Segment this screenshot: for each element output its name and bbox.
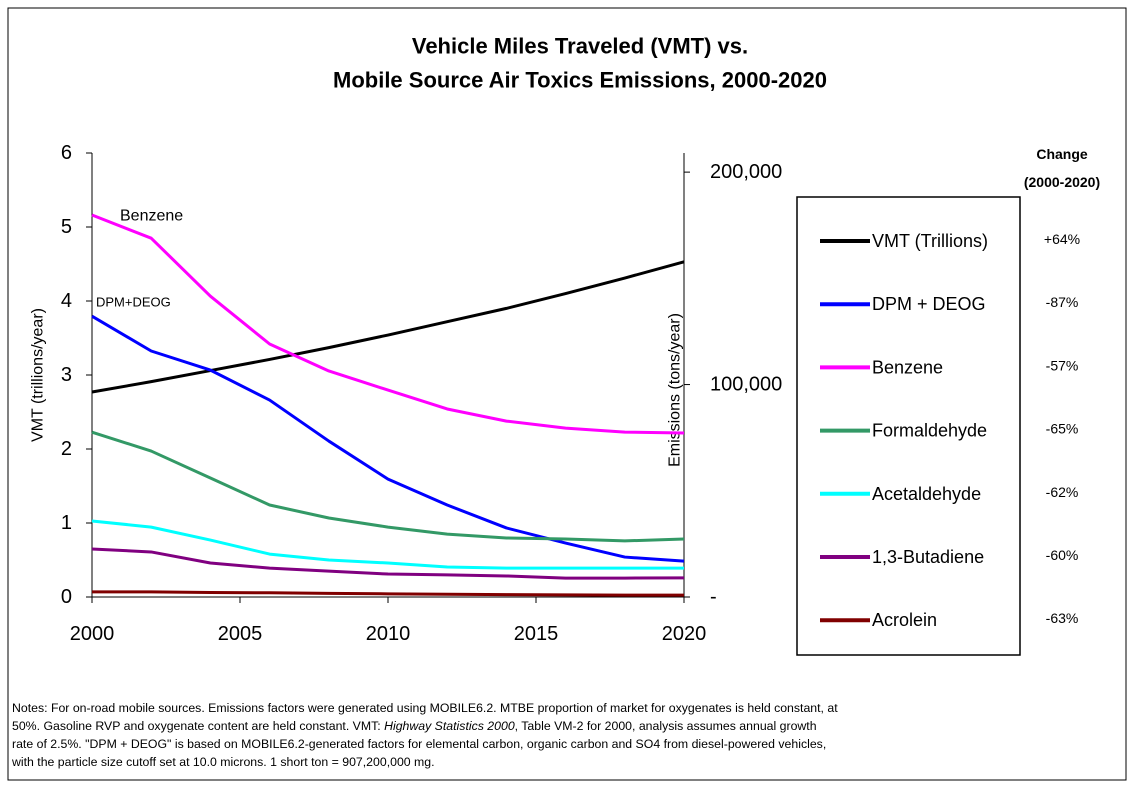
note-text: with the particle size cutoff set at 10.… <box>11 755 435 769</box>
y-tick-label: 3 <box>61 364 72 386</box>
note-text: Notes: For on-road mobile sources. Emiss… <box>12 701 838 715</box>
note-line: Notes: For on-road mobile sources. Emiss… <box>12 701 838 715</box>
chart-title: Mobile Source Air Toxics Emissions, 2000… <box>333 68 827 93</box>
x-tick-label: 2020 <box>662 623 707 645</box>
y-tick-label: 5 <box>61 216 72 238</box>
legend-label: Acetaldehyde <box>872 484 981 504</box>
change-label: -62% <box>1046 484 1079 500</box>
y-tick-label: 4 <box>61 290 72 312</box>
note-text: Highway Statistics 2000 <box>384 719 515 733</box>
y2-tick-label: 100,000 <box>710 374 782 396</box>
note-line: 50%. Gasoline RVP and oxygenate content … <box>12 719 817 733</box>
change-label: +64% <box>1044 231 1080 247</box>
legend-label: DPM + DEOG <box>872 294 986 314</box>
legend-label: 1,3-Butadiene <box>872 547 984 567</box>
legend-label: Acrolein <box>872 610 937 630</box>
change-label: -63% <box>1046 610 1079 626</box>
change-header: Change <box>1036 146 1088 162</box>
change-label: -87% <box>1046 294 1079 310</box>
note-line: rate of 2.5%. "DPM + DEOG" is based on M… <box>12 737 826 751</box>
y-tick-label: 2 <box>61 438 72 460</box>
series-line <box>92 590 684 597</box>
annotation: DPM+DEOG <box>96 295 171 310</box>
y-axis-label: VMT (trillions/year) <box>30 308 47 442</box>
series-line <box>91 547 685 580</box>
x-tick-label: 2015 <box>514 623 559 645</box>
note-text: , Table VM-2 for 2000, analysis assumes … <box>515 719 817 733</box>
legend-label: Formaldehyde <box>872 421 987 441</box>
y-tick-label: 1 <box>61 512 72 534</box>
y2-axis-label: Emissions (tons/year) <box>667 313 684 467</box>
series-line <box>91 213 685 435</box>
change-label: -60% <box>1046 547 1079 563</box>
y-tick-label: 6 <box>61 142 72 164</box>
series-line <box>91 260 685 394</box>
note-line: with the particle size cutoff set at 10.… <box>11 755 435 769</box>
x-tick-label: 2000 <box>70 623 115 645</box>
change-label: -57% <box>1046 357 1079 373</box>
legend-box <box>796 196 1021 656</box>
series-line <box>91 314 685 563</box>
legend-label: VMT (Trillions) <box>872 231 988 251</box>
x-tick-label: 2010 <box>366 623 411 645</box>
x-tick-label: 2005 <box>218 623 263 645</box>
y2-tick-label: - <box>710 586 717 608</box>
chart-border <box>7 7 1127 781</box>
series-line <box>91 430 685 543</box>
y2-tick-label: 200,000 <box>710 161 782 183</box>
y-tick-label: 0 <box>61 586 72 608</box>
chart-title: Vehicle Miles Traveled (VMT) vs. <box>412 34 748 59</box>
change-header: (2000-2020) <box>1024 174 1100 190</box>
note-text: 50%. Gasoline RVP and oxygenate content … <box>12 719 384 733</box>
change-label: -65% <box>1046 421 1079 437</box>
note-text: rate of 2.5%. "DPM + DEOG" is based on M… <box>12 737 826 751</box>
annotation: Benzene <box>120 208 183 225</box>
series-line <box>91 519 684 570</box>
legend-label: Benzene <box>872 357 943 377</box>
